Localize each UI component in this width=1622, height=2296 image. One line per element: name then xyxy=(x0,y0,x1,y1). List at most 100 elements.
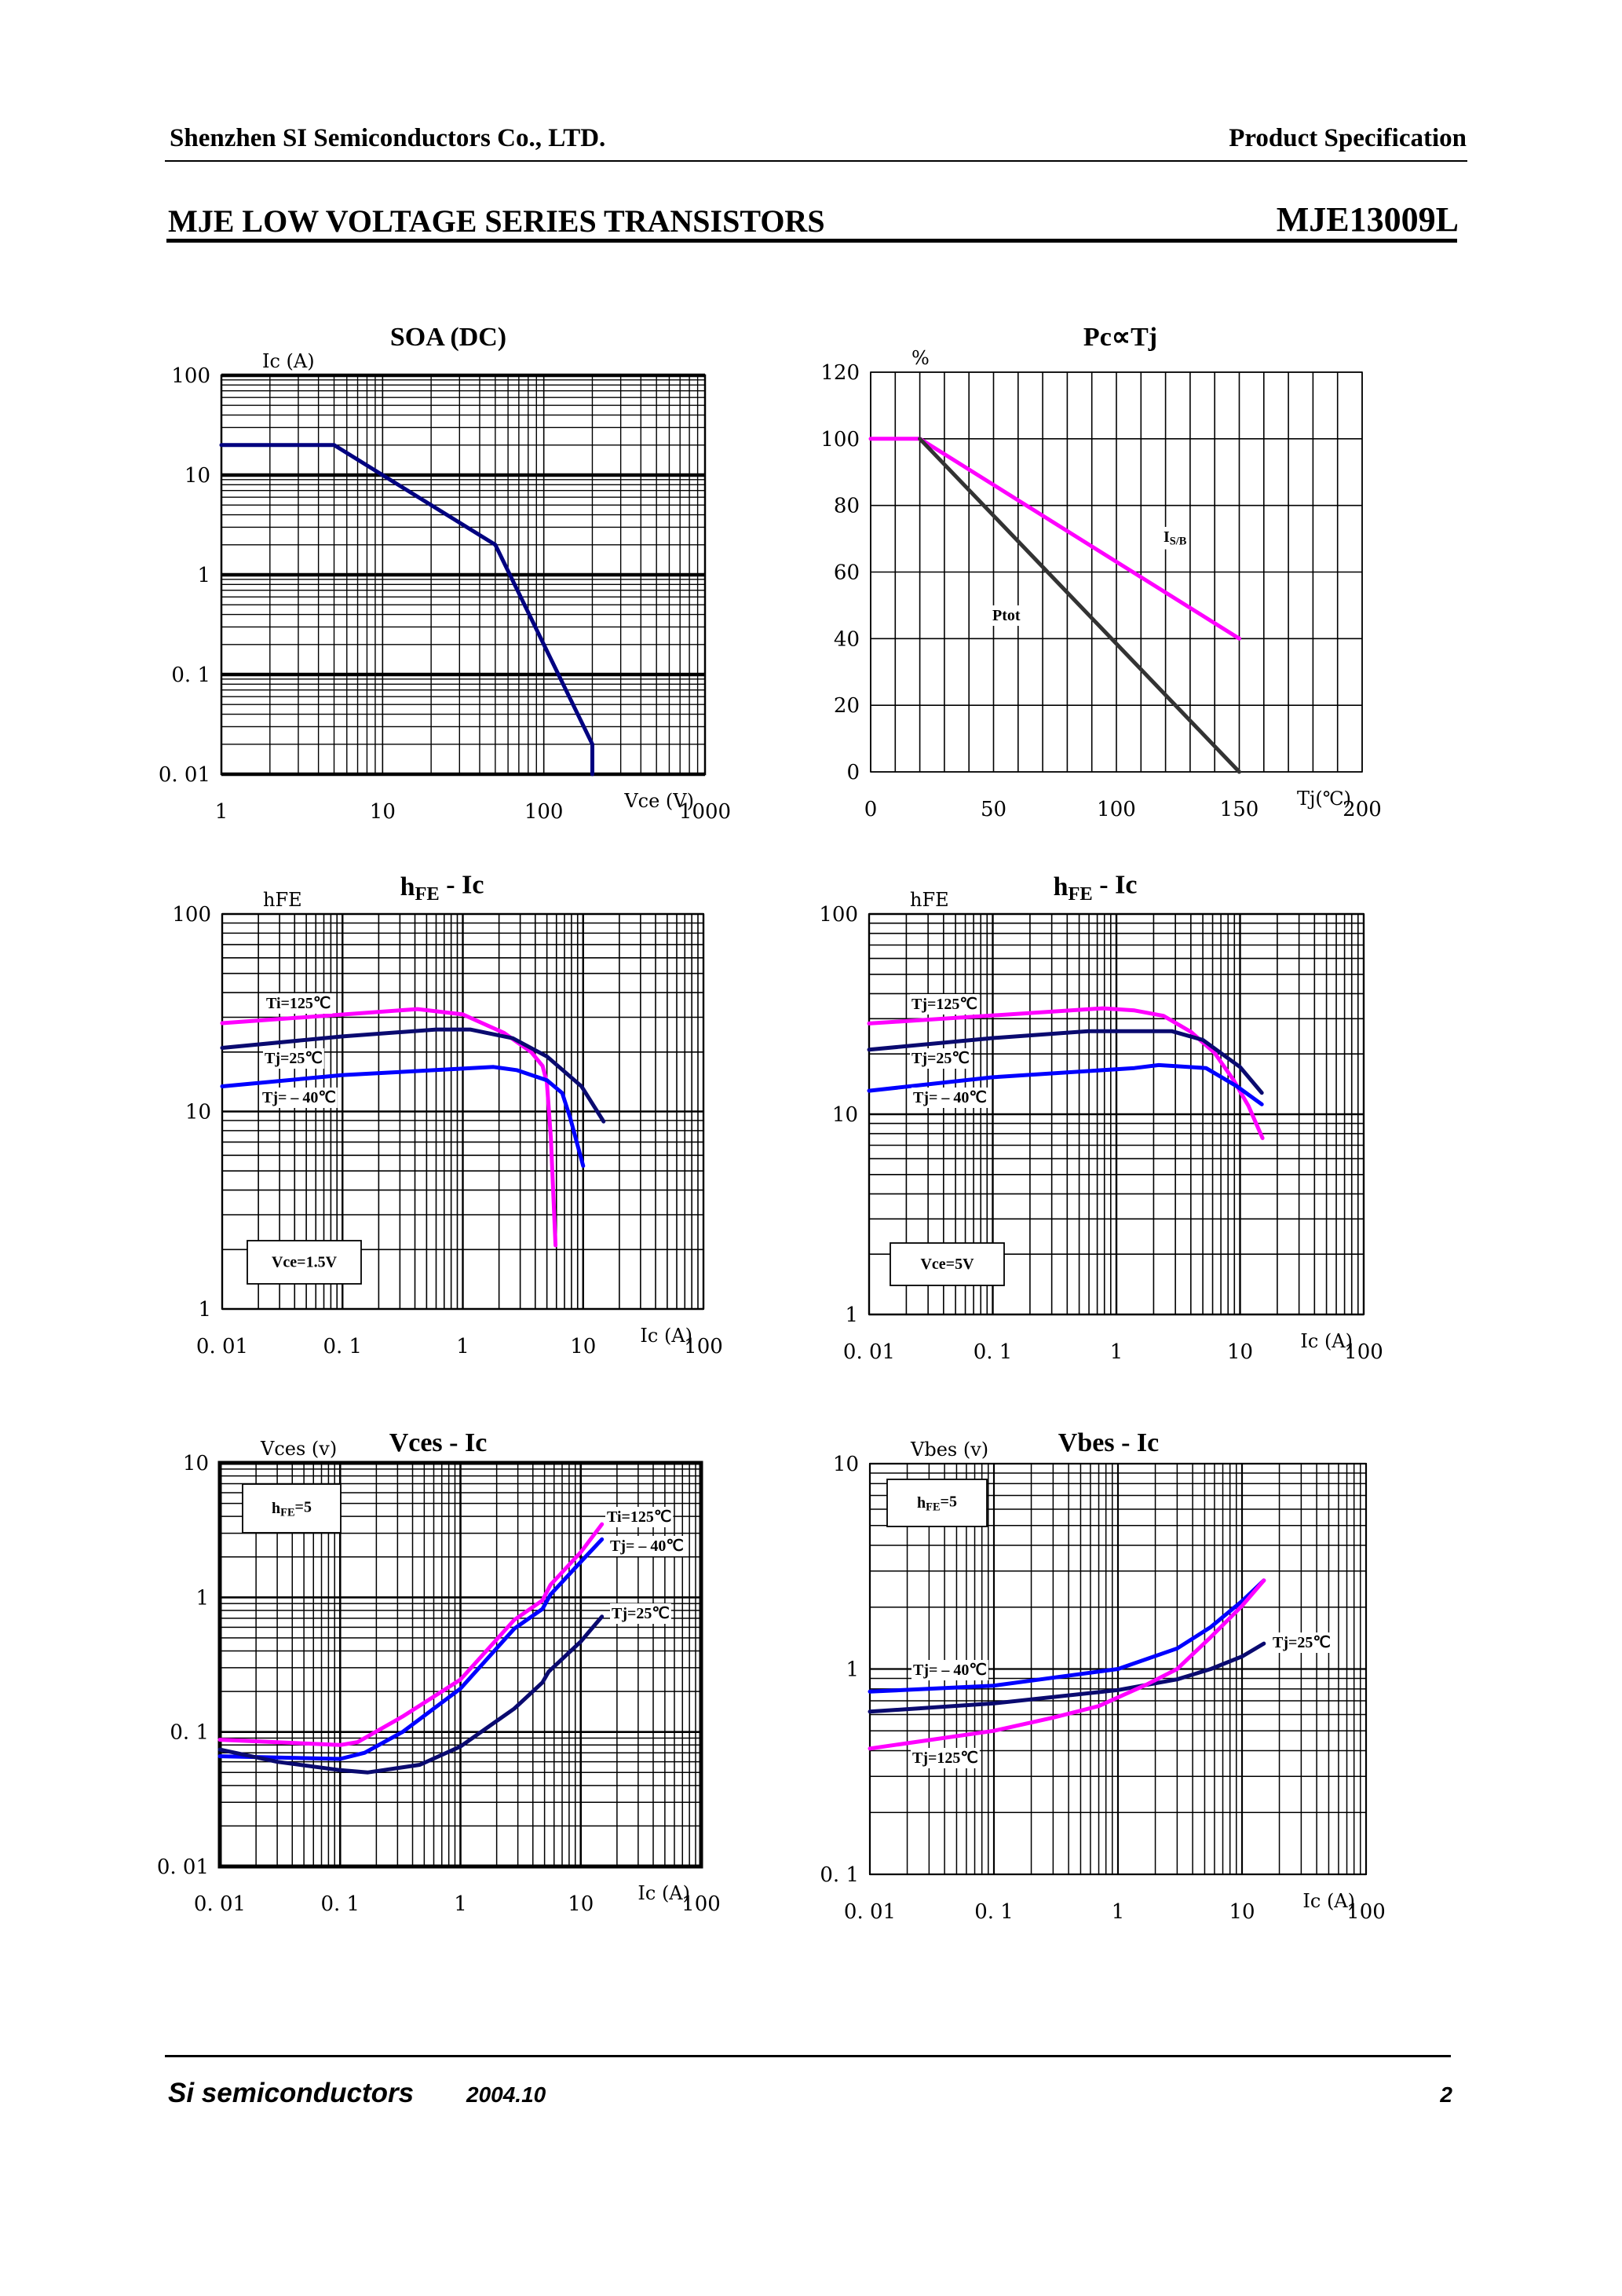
series-label-part: Tj=25℃ xyxy=(265,1050,323,1067)
condition-box xyxy=(242,1483,342,1534)
series-label: Ti=125℃ xyxy=(607,1508,671,1526)
x-axis-label: Ic (A) xyxy=(637,1882,690,1904)
condition-box xyxy=(886,1479,988,1527)
series-label: Tj=125℃ xyxy=(911,996,977,1013)
x-tick-label: 0. 01 xyxy=(194,1892,246,1916)
title-divider xyxy=(166,239,1457,243)
series-label-part: Tj=125℃ xyxy=(911,996,977,1013)
x-tick-label: 0. 01 xyxy=(196,1335,248,1358)
series-label-part: Ti=125℃ xyxy=(266,995,331,1012)
x-tick-label: 1000 xyxy=(679,800,731,824)
x-tick-label: 100 xyxy=(1344,1340,1383,1364)
x-tick-label: 1 xyxy=(215,800,228,824)
series-label-part: Ptot xyxy=(992,607,1021,624)
y-tick-label: 0. 1 xyxy=(171,664,210,687)
x-tick-label: 100 xyxy=(684,1335,723,1358)
chart-title-part: Vbes - Ic xyxy=(1058,1428,1159,1457)
series-label-background xyxy=(1271,1632,1332,1653)
y-tick-label: 40 xyxy=(834,627,860,651)
footer-page-number: 2 xyxy=(1440,2082,1452,2107)
y-tick-label: 120 xyxy=(820,361,860,385)
y-tick-label: 10 xyxy=(832,1103,858,1127)
series-title: MJE LOW VOLTAGE SERIES TRANSISTORS xyxy=(168,203,825,239)
header-divider xyxy=(165,160,1467,162)
y-tick-label: 1 xyxy=(197,564,210,587)
condition-label-part: =5 xyxy=(941,1493,957,1511)
chart-title-part: FE xyxy=(1068,883,1092,905)
x-tick-label: 10 xyxy=(1229,1900,1255,1924)
chart-title: hFE - Ic xyxy=(1054,871,1138,905)
series-line-2 xyxy=(918,437,1241,774)
y-tick-label: 100 xyxy=(172,903,211,927)
x-tick-label: 0. 01 xyxy=(843,1340,895,1364)
x-tick-label: 0 xyxy=(864,798,878,821)
series-label-part: Tj= – 40℃ xyxy=(913,1662,987,1679)
y-tick-label: 0. 01 xyxy=(159,763,210,787)
chart-title: SOA (DC) xyxy=(390,323,506,352)
y-axis-label: % xyxy=(911,347,930,369)
series-label: Ti=125℃ xyxy=(266,995,331,1012)
series-line-1 xyxy=(217,1522,605,1747)
y-tick-label: 0. 01 xyxy=(157,1855,209,1879)
plot-frame xyxy=(868,913,1364,1315)
part-number: MJE13009L xyxy=(1276,200,1459,239)
series-label: Tj= – 40℃ xyxy=(913,1089,987,1106)
x-tick-label: 0. 1 xyxy=(974,1340,1013,1364)
series-label-background xyxy=(911,1088,988,1108)
series-label: Tj= – 40℃ xyxy=(913,1662,987,1679)
series-label: IS/B xyxy=(1164,528,1187,548)
x-tick-label: 10 xyxy=(570,1335,596,1358)
condition-label-part: FE xyxy=(280,1507,294,1519)
series-label: Tj=125℃ xyxy=(912,1749,978,1767)
series-label-background xyxy=(605,1507,674,1527)
series-label: Tj= – 40℃ xyxy=(262,1089,336,1106)
chart-title-part: Vces - Ic xyxy=(389,1428,488,1457)
x-tick-label: 100 xyxy=(681,1892,721,1916)
x-tick-label: 0. 1 xyxy=(320,1892,360,1916)
plot-frame xyxy=(220,374,707,776)
x-tick-label: 0. 1 xyxy=(974,1900,1014,1924)
y-axis-label: Vbes (v) xyxy=(910,1439,988,1461)
x-tick-label: 10 xyxy=(568,1892,594,1916)
chart-1: SOA (DC)Ic (A)Vce (V)1 10 100 10001001010. … xyxy=(159,323,731,824)
series-label-part: Tj=25℃ xyxy=(1273,1634,1331,1651)
condition-box xyxy=(890,1242,1005,1286)
condition-label-part: Vce=5V xyxy=(920,1256,974,1273)
series-label-background xyxy=(263,1048,324,1069)
footer-brand: Si semiconductors xyxy=(168,2078,415,2108)
series-label: Tj= – 40℃ xyxy=(610,1537,684,1555)
condition-label: hFE=5 xyxy=(272,1499,312,1519)
footer-date: 2004.10 xyxy=(466,2082,546,2107)
x-tick-label: 10 xyxy=(1227,1340,1253,1364)
chart-title-part: SOA (DC) xyxy=(390,323,506,352)
chart-title-part: h xyxy=(400,872,415,901)
company-name: Shenzhen SI Semiconductors Co., LTD. xyxy=(170,124,606,152)
x-tick-label: 0. 01 xyxy=(844,1900,896,1924)
x-tick-label: 1 xyxy=(456,1335,469,1358)
footer-divider xyxy=(165,2055,1451,2057)
condition-label-part: =5 xyxy=(295,1499,312,1516)
x-axis-label: Ic (A) xyxy=(1302,1890,1355,1912)
x-tick-label: 100 xyxy=(1346,1900,1386,1924)
series-line-2 xyxy=(217,1537,605,1761)
condition-label-part: h xyxy=(272,1500,280,1517)
series-label-background xyxy=(265,993,333,1014)
y-tick-label: 60 xyxy=(834,561,860,585)
series-line-2 xyxy=(220,1027,606,1124)
x-tick-label: 200 xyxy=(1343,798,1382,821)
y-tick-label: 0. 1 xyxy=(170,1721,209,1745)
y-tick-label: 10 xyxy=(184,464,210,488)
series-label-part: S/B xyxy=(1170,536,1187,548)
document-type: Product Specification xyxy=(1229,124,1467,152)
series-label-background xyxy=(610,1603,671,1624)
series-label: Tj=25℃ xyxy=(1273,1634,1331,1651)
y-tick-label: 80 xyxy=(834,495,860,518)
x-tick-label: 100 xyxy=(524,800,564,824)
series-label-part: Ti=125℃ xyxy=(607,1508,671,1526)
chart-title: Vbes - Ic xyxy=(1058,1428,1159,1457)
series-label: Tj=25℃ xyxy=(265,1050,323,1067)
chart-2: Pc∝Tj%Tj(℃)0 50 100 150 200120100806040200IS… xyxy=(820,323,1381,821)
x-axis-label: Vce (V) xyxy=(623,790,694,812)
